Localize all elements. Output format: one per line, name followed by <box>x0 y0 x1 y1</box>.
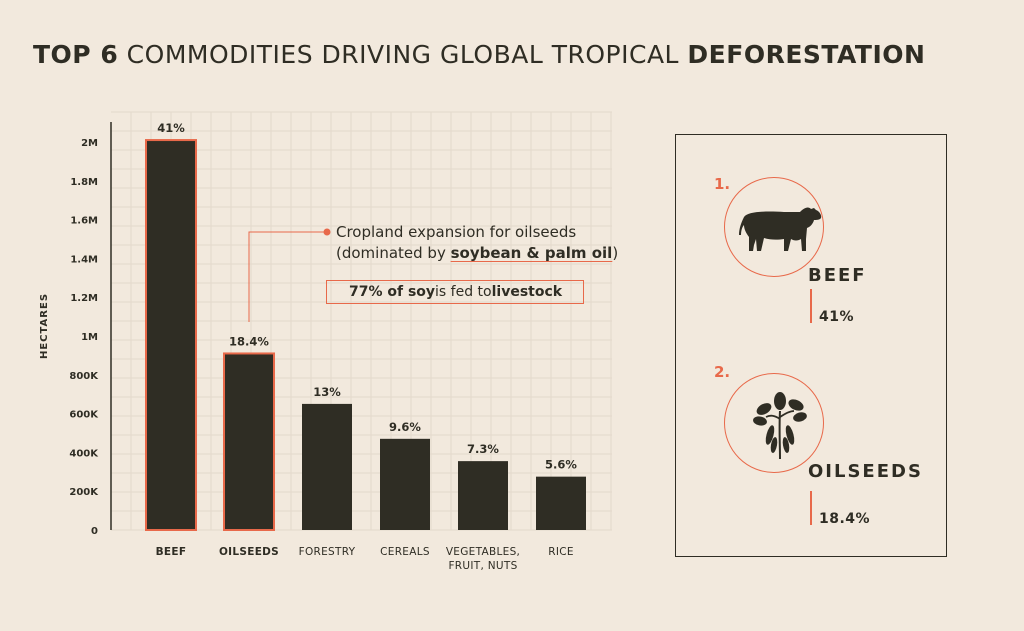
category-label-5: RICE <box>548 546 574 558</box>
rank-1: 1. <box>714 175 731 193</box>
oilseeds-annotation: Cropland expansion for oilseeds (dominat… <box>336 222 618 264</box>
bar-5 <box>536 476 586 530</box>
y-tick-label-9: 1.8M <box>70 177 98 188</box>
y-tick-label-0: 0 <box>91 526 98 537</box>
title-bold-top6: TOP 6 <box>33 40 119 69</box>
beef-ring <box>724 177 824 277</box>
data-label-3: 9.6% <box>389 420 421 434</box>
y-tick-label-1: 200K <box>69 487 99 498</box>
data-label-0: 41% <box>157 121 185 135</box>
beef-divider <box>810 289 812 323</box>
oilseeds-ring <box>724 373 824 473</box>
bar-4 <box>458 461 508 530</box>
page-title: TOP 6 COMMODITIES DRIVING GLOBAL TROPICA… <box>33 40 925 69</box>
y-tick-label-8: 1.6M <box>70 216 98 227</box>
rank-2: 2. <box>714 363 731 381</box>
top-commodities-panel: 1. BEEF 41% 2. OILSEEDS 18.4% <box>675 134 947 557</box>
soybean-plant-icon <box>753 392 807 460</box>
annotation-highlight: soybean & palm oil <box>450 244 613 262</box>
y-axis-label: HECTARES <box>39 293 50 359</box>
category-label-4: VEGETABLES, <box>446 546 520 558</box>
title-middle: COMMODITIES DRIVING GLOBAL TROPICAL <box>118 40 688 69</box>
soy-livestock-callout: 77% of soy is fed to livestock <box>326 280 584 304</box>
callout-bold-livestock: livestock <box>491 284 563 300</box>
data-label-2: 13% <box>313 385 341 399</box>
annotation-line1: Cropland expansion for oilseeds <box>336 223 577 241</box>
data-label-5: 5.6% <box>545 458 577 472</box>
category-label-0: BEEF <box>156 546 187 558</box>
category-label-4-line2: FRUIT, NUTS <box>448 560 517 572</box>
oilseeds-value: 18.4% <box>819 511 871 527</box>
annotation-line2: (dominated by soybean & palm oil) <box>336 243 618 264</box>
title-bold-deforestation: DEFORESTATION <box>687 40 926 69</box>
y-tick-label-4: 800K <box>69 371 99 382</box>
annotation-dot <box>323 228 331 236</box>
bar-3 <box>380 438 430 530</box>
bar-2 <box>302 403 352 530</box>
beef-value: 41% <box>819 309 855 325</box>
category-label-3: CEREALS <box>380 546 430 558</box>
annotation-connector <box>248 231 327 322</box>
cow-icon <box>739 207 822 251</box>
category-label-2: FORESTRY <box>299 546 356 558</box>
category-label-1: OILSEEDS <box>219 546 279 558</box>
callout-middle: is fed to <box>435 284 492 300</box>
y-tick-label-7: 1.4M <box>70 254 98 265</box>
data-label-4: 7.3% <box>467 442 499 456</box>
bar-0 <box>145 139 197 531</box>
y-tick-label-10: 2M <box>81 138 98 149</box>
y-tick-label-2: 400K <box>69 448 99 459</box>
beef-name: BEEF <box>808 265 867 286</box>
y-tick-label-3: 600K <box>69 410 99 421</box>
y-tick-label-5: 1M <box>81 332 98 343</box>
oilseeds-name: OILSEEDS <box>808 461 923 482</box>
y-tick-label-6: 1.2M <box>70 293 98 304</box>
annotation-line2-suffix: ) <box>612 244 619 262</box>
oilseeds-divider <box>810 491 812 525</box>
annotation-line2-prefix: (dominated by <box>336 244 451 262</box>
data-label-1: 18.4% <box>229 334 269 348</box>
bar-1 <box>223 352 275 531</box>
callout-bold-soy: 77% of soy <box>349 284 436 300</box>
